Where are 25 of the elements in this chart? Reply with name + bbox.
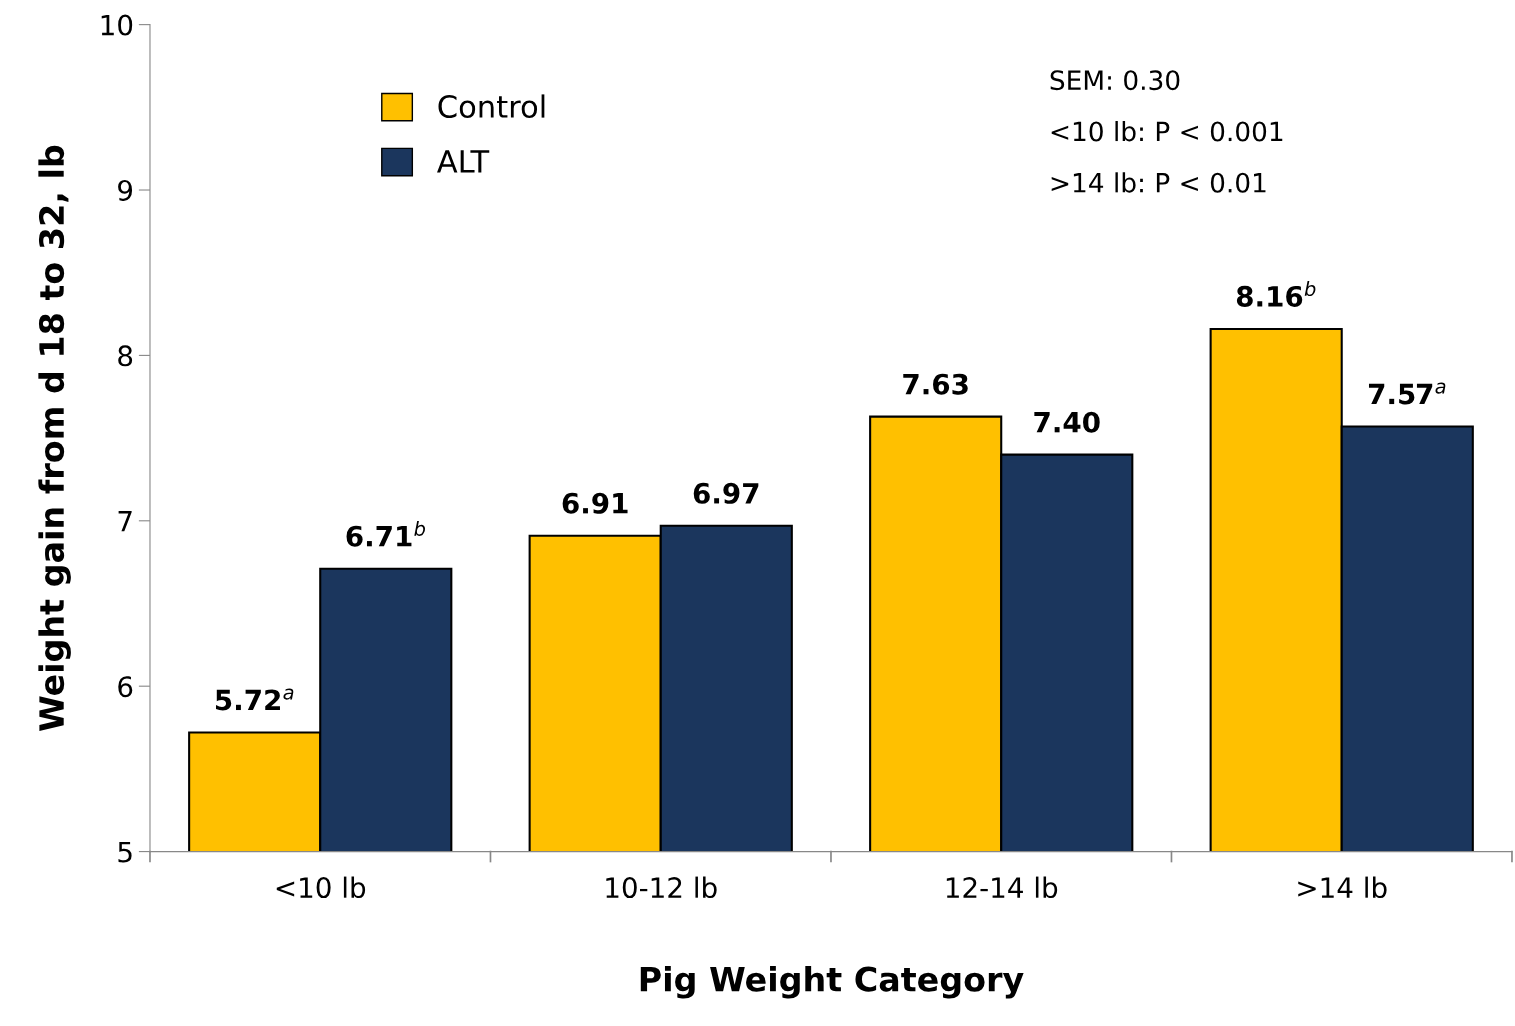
x-tick-label: 10-12 lb	[606, 876, 717, 899]
x-tick-label: >14 lb	[1298, 876, 1387, 899]
legend-label: Control	[438, 94, 545, 119]
annotation: SEM: 0.30	[1050, 70, 1180, 91]
data-label: 5.72$^{a}$	[216, 688, 294, 711]
y-tick-label: 6	[118, 676, 133, 698]
data-label: 7.40	[1034, 411, 1100, 433]
y-tick-label: 10	[101, 14, 133, 36]
data-label: 6.97	[693, 482, 759, 504]
data-label: 6.71$^{b}$	[346, 520, 426, 547]
y-tick-label: 7	[118, 511, 132, 532]
legend-label: ALT	[437, 150, 490, 173]
y-tick-label: 9	[118, 179, 133, 201]
y-axis-title: Weight gain from d 18 to 32, lb	[38, 145, 71, 732]
data-label: 8.16$^{b}$	[1236, 281, 1316, 307]
y-tick-label: 8	[118, 345, 133, 367]
annotation: >14 lb: P < 0.01	[1051, 172, 1266, 193]
annotation: <10 lb: P < 0.001	[1051, 121, 1283, 142]
x-axis-title: Pig Weight Category	[640, 965, 1024, 999]
data-label: 7.63	[903, 373, 968, 395]
x-tick-label: <10 lb	[276, 876, 366, 899]
data-label: 7.57$^{a}$	[1368, 382, 1446, 405]
x-tick-label: 12-14 lb	[946, 876, 1058, 899]
data-label: 6.91	[562, 492, 628, 514]
y-tick-label: 5	[118, 841, 132, 863]
